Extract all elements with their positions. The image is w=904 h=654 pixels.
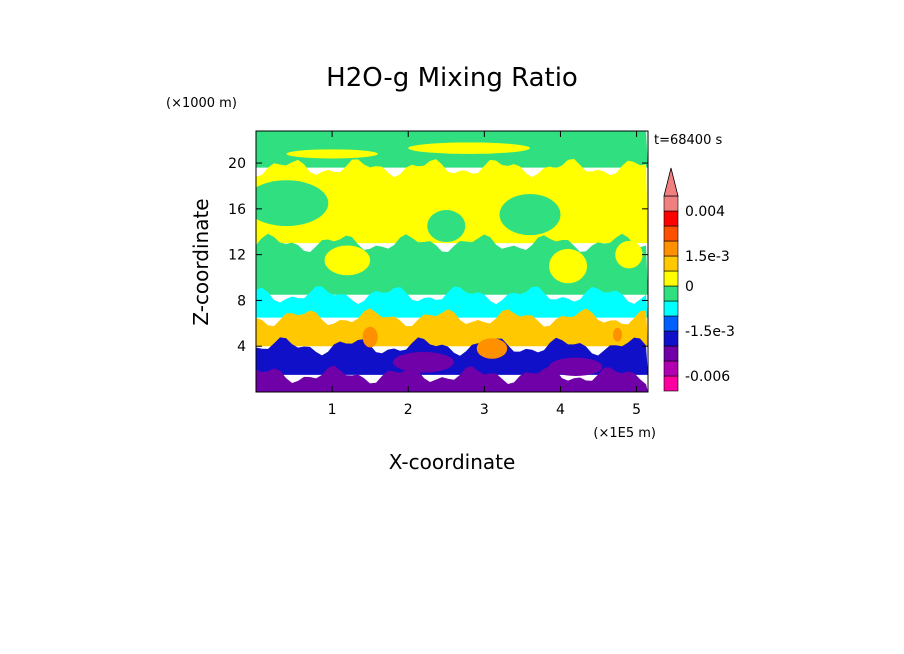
colorbar-swatch bbox=[663, 270, 679, 287]
colorbar-label: 1.5e-3 bbox=[685, 249, 730, 265]
colorbar bbox=[663, 167, 679, 392]
colorbar-swatch bbox=[663, 240, 679, 257]
y-tick-label: 8 bbox=[237, 293, 246, 309]
x-tick-label: 1 bbox=[328, 402, 337, 418]
colorbar-label: -1.5e-3 bbox=[685, 324, 735, 340]
colorbar-label: -0.006 bbox=[685, 369, 730, 385]
y-tick-label: 20 bbox=[228, 156, 246, 172]
colorbar-swatch bbox=[663, 210, 679, 227]
plot-frame bbox=[255, 130, 649, 393]
contour-feature bbox=[549, 248, 588, 284]
colorbar-labels: 0.004 1.5e-3 0 -1.5e-3 -0.006 bbox=[685, 204, 735, 385]
contour-feature bbox=[549, 357, 603, 376]
colorbar-label: 0 bbox=[685, 279, 694, 295]
y-tick-label: 12 bbox=[228, 248, 246, 264]
colorbar-swatch bbox=[663, 330, 679, 347]
colorbar-extend-arrow bbox=[663, 167, 679, 197]
colorbar-swatch bbox=[663, 360, 679, 377]
contour-feature bbox=[615, 240, 643, 269]
plot-area bbox=[256, 131, 648, 392]
colorbar-swatch bbox=[663, 255, 679, 272]
contour-feature bbox=[499, 193, 561, 236]
colorbar-swatch bbox=[663, 375, 679, 392]
colorbar-swatch bbox=[663, 315, 679, 332]
x-axis: 1 2 3 4 5 bbox=[328, 131, 641, 418]
colorbar-swatch bbox=[663, 345, 679, 362]
contour-feature bbox=[476, 338, 508, 359]
time-label: t=68400 s bbox=[654, 133, 722, 148]
y-axis: 4 8 12 16 20 bbox=[228, 156, 648, 355]
x-tick-label: 3 bbox=[480, 402, 489, 418]
y-axis-label: Z-coordinate bbox=[189, 198, 213, 325]
colorbar-swatch bbox=[663, 285, 679, 302]
colorbar-swatch bbox=[663, 195, 679, 212]
contour-layer bbox=[256, 286, 648, 318]
contour-feature bbox=[362, 326, 378, 348]
contour-feature bbox=[286, 149, 378, 159]
colorbar-label: 0.004 bbox=[685, 204, 725, 220]
colorbar-swatch bbox=[663, 300, 679, 317]
y-tick-label: 16 bbox=[228, 202, 246, 218]
x-unit-label: (×1E5 m) bbox=[593, 426, 656, 441]
contour-layer bbox=[256, 308, 648, 347]
contour-feature bbox=[408, 142, 531, 154]
chart-title: H2O-g Mixing Ratio bbox=[326, 63, 578, 93]
contour-feature bbox=[612, 327, 623, 342]
colorbar-swatch bbox=[663, 225, 679, 242]
x-axis-label: X-coordinate bbox=[389, 450, 516, 474]
contour-feature bbox=[427, 209, 466, 243]
x-tick-label: 5 bbox=[632, 402, 641, 418]
x-tick-label: 2 bbox=[404, 402, 413, 418]
contour-feature bbox=[324, 245, 371, 276]
y-tick-label: 4 bbox=[237, 339, 246, 355]
contour-feature bbox=[393, 351, 454, 373]
contour-layer bbox=[256, 365, 648, 392]
x-tick-label: 4 bbox=[556, 402, 565, 418]
y-unit-label: (×1000 m) bbox=[166, 96, 237, 111]
contour-feature bbox=[256, 180, 329, 227]
